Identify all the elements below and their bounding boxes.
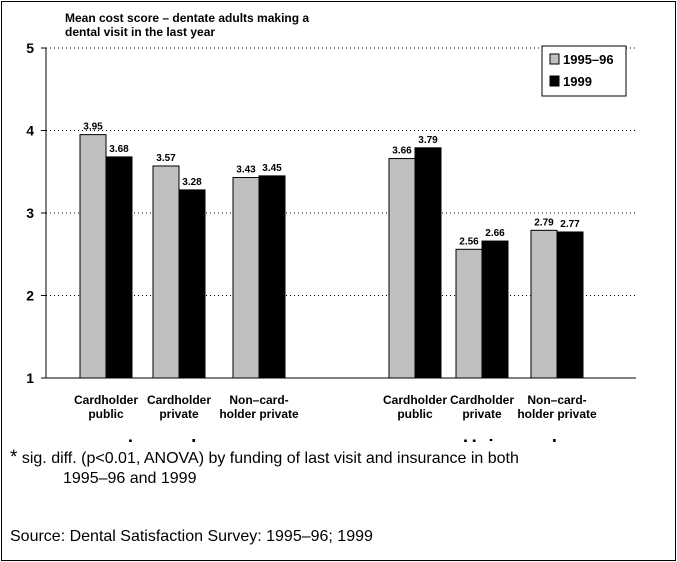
category-label: public (88, 407, 124, 421)
data-label: 3.57 (156, 153, 176, 164)
footnote-line-1: sig. diff. (p<0.01, ANOVA) by funding of… (17, 450, 519, 467)
bar-chart: Mean cost score – dentate adults making … (26, 11, 636, 442)
group-label-uninsured: Uninsured (463, 437, 557, 442)
data-label: 3.79 (418, 135, 438, 146)
bar-series2 (178, 189, 206, 379)
category-label: holder private (219, 407, 299, 421)
y-tick-label: 3 (26, 205, 34, 221)
footnote-marker: * (10, 447, 18, 468)
category-label: holder private (517, 407, 597, 421)
bar-series1 (152, 165, 180, 379)
chart-title-line-1: Mean cost score – dentate adults making … (65, 11, 309, 25)
category-label: Non–card- (527, 393, 586, 407)
bar-series1 (530, 229, 558, 379)
bar-series2 (105, 156, 133, 379)
category-label: Cardholder (383, 393, 447, 407)
y-tick-label: 1 (26, 370, 34, 386)
category-label: public (397, 407, 433, 421)
legend-label: 1995–96 (563, 52, 614, 67)
source-note: Source: Dental Satisfaction Survey: 1995… (10, 528, 373, 545)
legend-swatch (549, 53, 560, 65)
data-label: 3.66 (392, 146, 412, 157)
category-label: Cardholder (74, 393, 138, 407)
category-label: Cardholder (147, 393, 211, 407)
bar-series1 (388, 158, 416, 379)
category-label: Non–card- (229, 393, 288, 407)
data-label: 3.95 (83, 122, 103, 133)
bar-series2 (414, 147, 442, 379)
data-label: 3.43 (236, 165, 256, 176)
legend-label: 1999 (563, 74, 592, 89)
bar-series1 (232, 177, 260, 379)
footnote: * sig. diff. (p<0.01, ANOVA) by funding … (10, 448, 519, 489)
legend-box (541, 45, 627, 97)
bar-series2 (258, 175, 286, 379)
data-label: 2.66 (485, 228, 505, 239)
bar-series1 (455, 248, 483, 379)
data-label: 3.28 (182, 177, 202, 188)
data-label: 2.77 (560, 219, 580, 230)
category-label: Cardholder (450, 393, 514, 407)
data-label: 3.68 (109, 144, 129, 155)
bar-series2 (481, 240, 509, 379)
bar-series1 (79, 134, 107, 379)
data-label: 3.45 (262, 163, 282, 174)
category-label: private (462, 407, 502, 421)
legend-swatch (549, 75, 560, 87)
y-tick-label: 5 (26, 40, 34, 56)
y-tick-label: 4 (26, 123, 34, 139)
group-label-insured: Insured (128, 437, 197, 442)
footnote-line-2: 1995–96 and 1999 (63, 470, 197, 487)
data-label: 2.56 (459, 236, 479, 247)
y-tick-label: 2 (26, 288, 34, 304)
data-label: 2.79 (534, 217, 554, 228)
chart-title-line-2: dental visit in the last year (65, 25, 215, 39)
bar-series2 (556, 231, 584, 379)
category-label: private (159, 407, 199, 421)
